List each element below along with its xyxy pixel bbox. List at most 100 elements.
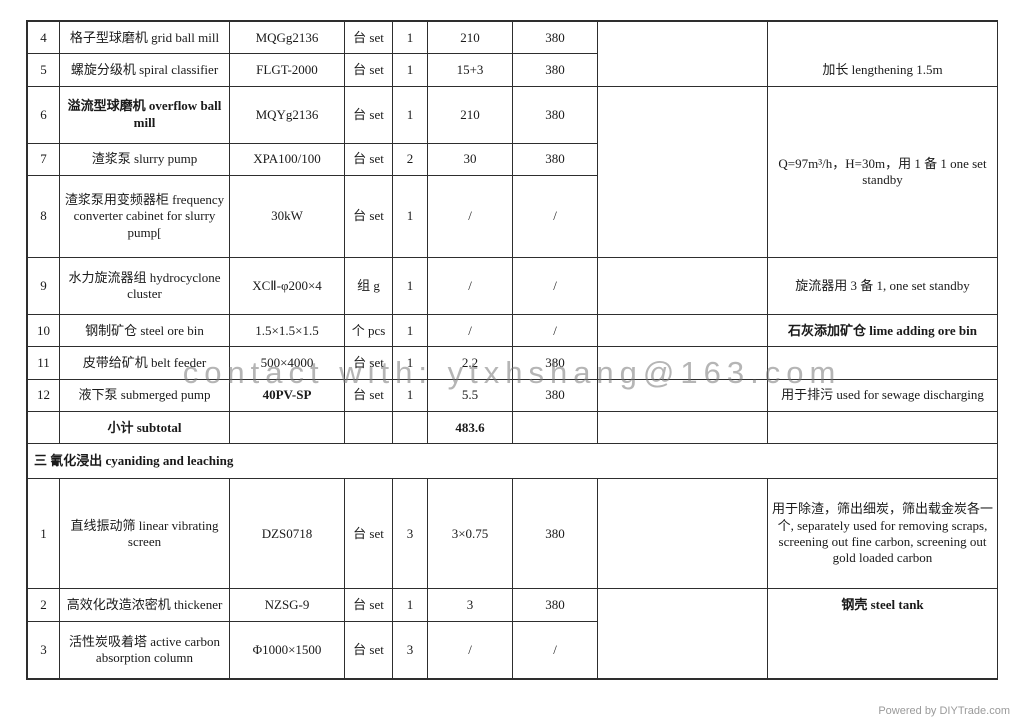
section-header-row: 三 氰化浸出 cyaniding and leaching [28,444,998,479]
cell-no: 2 [28,589,60,621]
cell-name: 格子型球磨机 grid ball mill [60,22,230,54]
cell-power: 3×0.75 [428,479,513,589]
cell-model: Φ1000×1500 [230,621,345,678]
cell-qty: 2 [393,143,428,175]
cell-model: MQYg2136 [230,86,345,143]
table-row: 2 高效化改造浓密机 thickener NZSG-9 台 set 1 3 38… [28,589,998,621]
cell-remark [768,347,998,379]
cell-name: 水力旋流器组 hydrocyclone cluster [60,257,230,314]
cell-remark: 石灰添加矿仓 lime adding ore bin [768,315,998,347]
cell-blank [345,412,393,444]
cell-unit: 台 set [345,379,393,411]
cell-model: DZS0718 [230,479,345,589]
cell-remark [768,621,998,678]
cell-power: / [428,621,513,678]
cell-voltage: / [513,176,598,258]
cell-qty: 1 [393,589,428,621]
cell-remark: 旋流器用 3 备 1, one set standby [768,257,998,314]
cell-power: 3 [428,589,513,621]
cell-no: 7 [28,143,60,175]
cell-no: 4 [28,22,60,54]
cell-qty: 1 [393,54,428,86]
cell-blank [598,479,768,589]
cell-power: 2.2 [428,347,513,379]
cell-model: 30kW [230,176,345,258]
cell-voltage: 380 [513,54,598,86]
cell-model: 500×4000 [230,347,345,379]
cell-unit: 台 set [345,54,393,86]
table-row: 3 活性炭吸着塔 active carbon absorption column… [28,621,998,678]
cell-blank [598,412,768,444]
cell-qty: 1 [393,315,428,347]
cell-unit: 台 set [345,143,393,175]
cell-power: / [428,257,513,314]
cell-name: 钢制矿仓 steel ore bin [60,315,230,347]
cell-voltage: 380 [513,379,598,411]
cell-voltage: 380 [513,86,598,143]
cell-voltage: 380 [513,347,598,379]
cell-power: 210 [428,22,513,54]
cell-voltage: 380 [513,589,598,621]
cell-no: 8 [28,176,60,258]
cell-model: 1.5×1.5×1.5 [230,315,345,347]
subtotal-row: 小计 subtotal 483.6 [28,412,998,444]
cell-voltage: / [513,621,598,678]
cell-name: 渣浆泵 slurry pump [60,143,230,175]
equipment-table: 4 格子型球磨机 grid ball mill MQGg2136 台 set 1… [27,21,998,679]
cell-qty: 3 [393,621,428,678]
cell-model: NZSG-9 [230,589,345,621]
cell-unit: 台 set [345,479,393,589]
cell-remark [768,22,998,54]
table-row: 4 格子型球磨机 grid ball mill MQGg2136 台 set 1… [28,22,998,54]
cell-power: 30 [428,143,513,175]
cell-blank [598,589,768,621]
cell-qty: 1 [393,176,428,258]
cell-blank [598,86,768,257]
table-row: 12 液下泵 submerged pump 40PV-SP 台 set 1 5.… [28,379,998,411]
cell-unit: 台 set [345,86,393,143]
cell-voltage: / [513,315,598,347]
cell-blank [768,412,998,444]
cell-no: 6 [28,86,60,143]
cell-power: 15+3 [428,54,513,86]
cell-model: XCⅡ-φ200×4 [230,257,345,314]
cell-name: 螺旋分级机 spiral classifier [60,54,230,86]
cell-blank [598,347,768,379]
cell-name: 高效化改造浓密机 thickener [60,589,230,621]
section-header: 三 氰化浸出 cyaniding and leaching [28,444,998,479]
cell-blank [598,379,768,411]
cell-power: / [428,176,513,258]
equipment-table-sheet: 4 格子型球磨机 grid ball mill MQGg2136 台 set 1… [26,20,998,680]
cell-remark: Q=97m³/h，H=30m，用 1 备 1 one set standby [768,86,998,257]
cell-power: 210 [428,86,513,143]
cell-qty: 3 [393,479,428,589]
cell-no: 11 [28,347,60,379]
cell-unit: 组 g [345,257,393,314]
cell-blank [598,315,768,347]
cell-blank [598,54,768,86]
footer-credit: Powered by DIYTrade.com [878,705,1010,717]
cell-subtotal-value: 483.6 [428,412,513,444]
table-row: 5 螺旋分级机 spiral classifier FLGT-2000 台 se… [28,54,998,86]
cell-qty: 1 [393,22,428,54]
cell-blank [230,412,345,444]
cell-no: 10 [28,315,60,347]
cell-qty: 1 [393,379,428,411]
table-row: 1 直线振动筛 linear vibrating screen DZS0718 … [28,479,998,589]
cell-no: 3 [28,621,60,678]
table-row: 9 水力旋流器组 hydrocyclone cluster XCⅡ-φ200×4… [28,257,998,314]
table-row: 6 溢流型球磨机 overflow ball mill MQYg2136 台 s… [28,86,998,143]
cell-model: MQGg2136 [230,22,345,54]
cell-voltage: 380 [513,143,598,175]
cell-no: 12 [28,379,60,411]
cell-remark: 用于除渣，筛出细炭，筛出载金炭各一个, separately used for … [768,479,998,589]
cell-model: 40PV-SP [230,379,345,411]
cell-subtotal-label: 小计 subtotal [60,412,230,444]
cell-unit: 台 set [345,347,393,379]
cell-remark: 用于排污 used for sewage discharging [768,379,998,411]
cell-name: 皮带给矿机 belt feeder [60,347,230,379]
cell-name: 活性炭吸着塔 active carbon absorption column [60,621,230,678]
cell-blank [598,621,768,678]
cell-power: / [428,315,513,347]
cell-power: 5.5 [428,379,513,411]
